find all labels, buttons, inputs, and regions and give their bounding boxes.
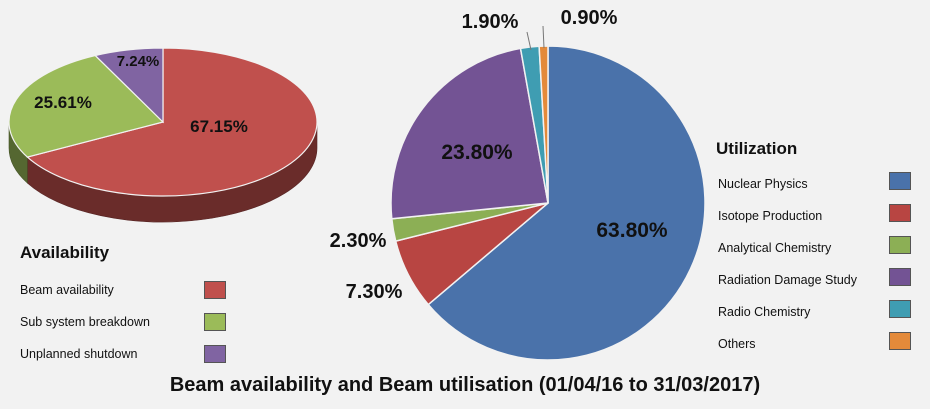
legend-label-isotope-production: Isotope Production <box>718 209 823 223</box>
data-label-isotope-production: 7.30% <box>346 281 403 303</box>
utilization-pie-chart: 63.80% 7.30% 2.30% 23.80% 1.90% 0.90% <box>330 7 706 361</box>
data-label-others: 0.90% <box>561 7 618 29</box>
data-label-beam-availability: 67.15% <box>190 117 248 136</box>
legend-swatch-unplanned-shutdown <box>204 345 226 363</box>
availability-legend-title: Availability <box>20 243 110 262</box>
legend-swatch-radiation-damage-study <box>889 268 911 286</box>
chart-footer-title: Beam availability and Beam utilisation (… <box>169 374 761 396</box>
data-label-unplanned-shutdown: 7.24% <box>117 53 160 70</box>
data-label-sub-system-breakdown: 25.61% <box>34 93 92 112</box>
pie-slice-beam-availability <box>26 47 318 197</box>
pie-slice-sub-system-breakdown <box>8 54 165 158</box>
leader-line-radio-chemistry <box>526 31 532 51</box>
legend-swatch-others <box>889 332 911 350</box>
legend-label-beam-availability: Beam availability <box>20 283 114 297</box>
legend-label-others: Others <box>718 337 756 351</box>
legend-label-nuclear-physics: Nuclear Physics <box>718 177 808 191</box>
legend-swatch-nuclear-physics <box>889 172 911 190</box>
legend-label-unplanned-shutdown: Unplanned shutdown <box>20 347 138 361</box>
legend-label-sub-system-breakdown: Sub system breakdown <box>20 315 150 329</box>
legend-swatch-sub-system-breakdown <box>204 313 226 331</box>
legend-swatch-radio-chemistry <box>889 300 911 318</box>
legend-label-radiation-damage-study: Radiation Damage Study <box>718 273 857 287</box>
availability-pie-chart: 67.15% 25.61% 7.24% <box>8 47 318 223</box>
data-label-radio-chemistry: 1.90% <box>462 11 519 33</box>
legend-swatch-isotope-production <box>889 204 911 222</box>
legend-swatch-analytical-chemistry <box>889 236 911 254</box>
leader-line-others <box>542 25 545 49</box>
legend-label-analytical-chemistry: Analytical Chemistry <box>718 241 832 255</box>
legend-label-radio-chemistry: Radio Chemistry <box>718 305 811 319</box>
pie-slice-nuclear-physics <box>427 45 706 361</box>
data-label-nuclear-physics: 63.80% <box>596 219 668 242</box>
utilization-legend-title: Utilization <box>716 139 798 158</box>
data-label-analytical-chemistry: 2.30% <box>330 230 387 252</box>
pie-slice-unplanned-shutdown <box>94 47 164 124</box>
pie-slice-radiation-damage-study <box>390 47 549 220</box>
data-label-radiation-damage-study: 23.80% <box>441 141 513 164</box>
legend-swatch-beam-availability <box>204 281 226 299</box>
